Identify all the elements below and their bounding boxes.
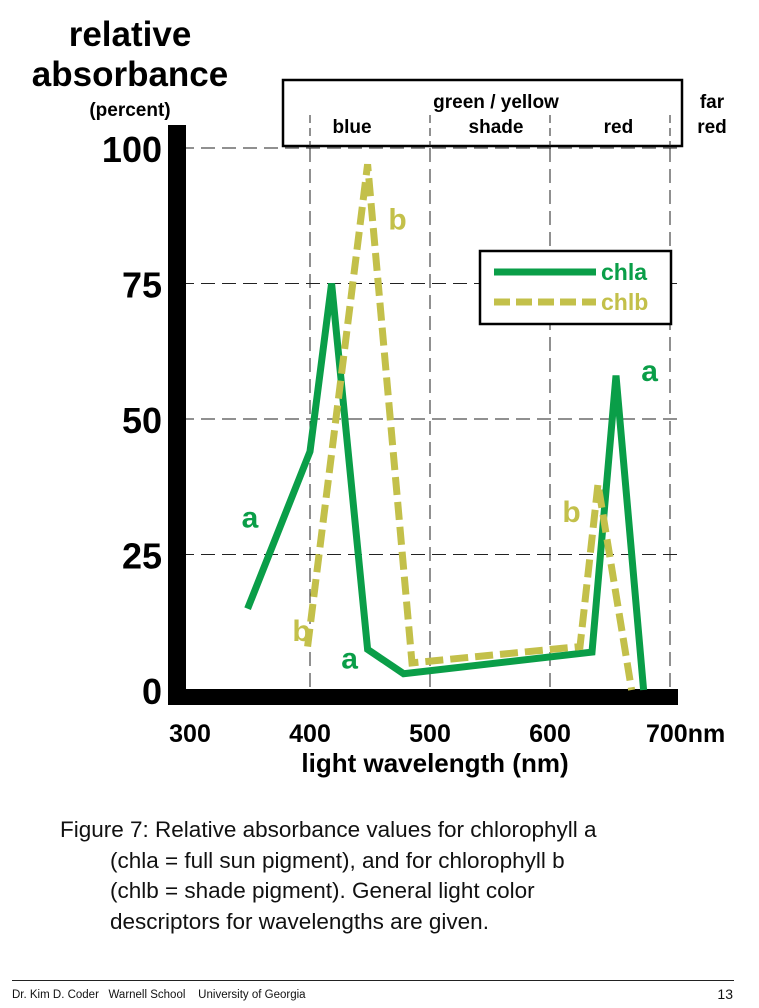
y-axis-label: relative — [69, 15, 192, 54]
color-band-box: green / yellow far blue shade red red — [281, 78, 727, 148]
series-annotation: b — [562, 496, 580, 529]
y-tick-label: 25 — [122, 536, 162, 577]
series-line-chlb — [304, 163, 636, 691]
y-tick-label: 75 — [122, 265, 162, 306]
series-annotation: a — [341, 642, 358, 675]
legend: chla chlb — [478, 249, 673, 326]
y-tick-label: 50 — [122, 400, 162, 441]
caption-line: descriptors for wavelengths are given. — [110, 908, 489, 934]
axes: 0 25 50 75 100 300 400 500 600 700nm — [102, 125, 725, 748]
page-number: 13 — [717, 986, 733, 1002]
band-label: shade — [469, 117, 524, 138]
series-annotation: a — [641, 355, 658, 388]
series-annotation: a — [242, 501, 259, 534]
y-tick-label: 0 — [142, 671, 162, 712]
caption-line: (chla = full sun pigment), and for chlor… — [110, 847, 565, 873]
series-annotation: b — [292, 615, 310, 648]
x-tick-label: 500 — [409, 720, 451, 748]
band-box-frame — [281, 78, 684, 148]
footer-credit: Dr. Kim D. Coder Warnell School Universi… — [12, 989, 306, 1001]
legend-label-chla: chla — [601, 259, 647, 285]
absorbance-chart: green / yellow far blue shade red red 0 25 50 75… — [32, 15, 727, 778]
band-label: far — [700, 92, 725, 113]
figure-caption: Figure 7: Relative absorbance values for… — [60, 815, 720, 937]
x-tick-label: 300 — [169, 720, 211, 748]
footer-divider — [12, 980, 734, 981]
x-axis-label: light wavelength (nm) — [301, 748, 568, 778]
grid-lines — [180, 147, 678, 690]
series-lines — [244, 163, 648, 691]
band-label: red — [604, 117, 634, 138]
x-axis-bar — [168, 689, 678, 705]
x-tick-label: 400 — [289, 720, 331, 748]
series-line-chla — [244, 283, 648, 691]
legend-label-chlb: chlb — [601, 289, 648, 315]
caption-line: (chlb = shade pigment). General light co… — [110, 878, 535, 903]
x-tick-label: 600 — [529, 720, 571, 748]
band-label: green / yellow — [433, 92, 559, 113]
band-label: blue — [332, 117, 371, 138]
x-tick-label: 700nm — [646, 720, 725, 748]
legend-frame — [478, 249, 673, 326]
band-label: red — [697, 117, 727, 138]
y-tick-label: 100 — [102, 129, 162, 170]
y-axis-bar — [168, 125, 186, 705]
series-annotation: b — [388, 203, 406, 236]
y-axis-label: absorbance — [32, 55, 228, 94]
caption-line: Figure 7: Relative absorbance values for… — [60, 817, 597, 842]
y-axis-label-unit: (percent) — [89, 100, 170, 121]
